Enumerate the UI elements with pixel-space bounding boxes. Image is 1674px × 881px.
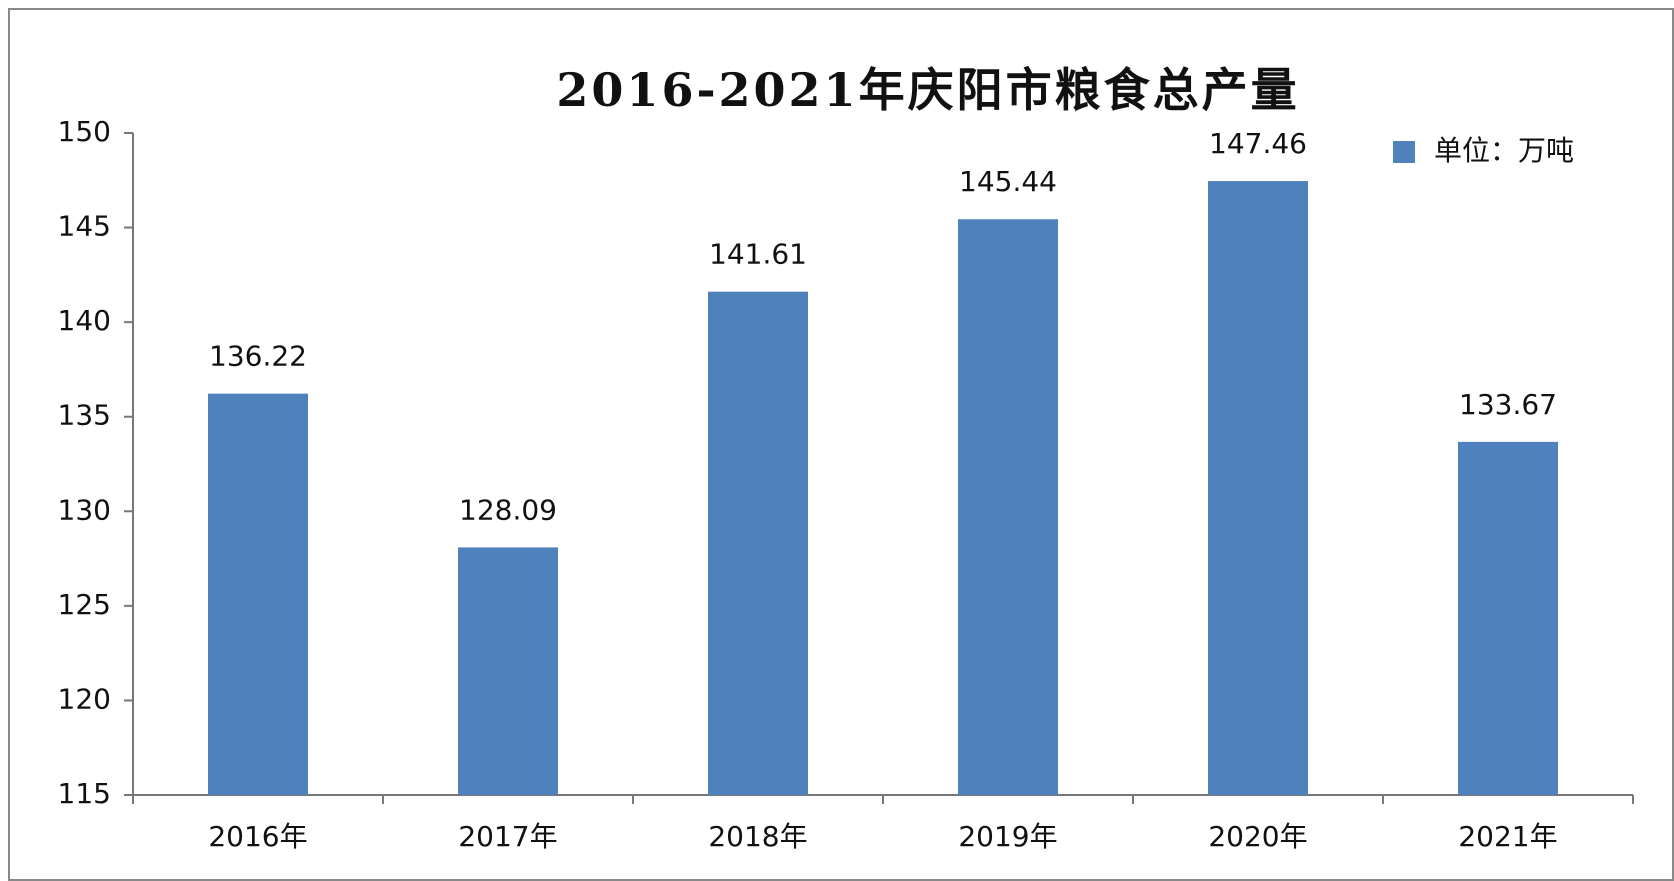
bar bbox=[1208, 181, 1308, 795]
y-tick-label: 130 bbox=[58, 493, 111, 526]
legend-label: 单位：万吨 bbox=[1434, 134, 1574, 167]
chart-title: 2016-2021年庆阳市粮食总产量 bbox=[556, 63, 1299, 117]
legend-swatch bbox=[1393, 141, 1415, 163]
bar bbox=[1458, 441, 1558, 795]
x-tick-label: 2021年 bbox=[1458, 820, 1557, 853]
x-tick-label: 2020年 bbox=[1208, 820, 1307, 853]
x-tick-label: 2018年 bbox=[708, 820, 807, 853]
y-tick-label: 120 bbox=[58, 682, 111, 715]
data-label: 128.09 bbox=[459, 493, 557, 526]
y-tick-label: 115 bbox=[58, 777, 111, 810]
data-label: 147.46 bbox=[1209, 127, 1307, 160]
bar bbox=[458, 547, 558, 795]
bar bbox=[208, 393, 308, 795]
bar bbox=[708, 291, 808, 795]
data-label: 145.44 bbox=[959, 165, 1057, 198]
y-tick-label: 145 bbox=[58, 210, 111, 243]
x-tick-label: 2016年 bbox=[208, 820, 307, 853]
data-label: 136.22 bbox=[209, 340, 307, 373]
data-label: 141.61 bbox=[709, 238, 807, 271]
data-label: 133.67 bbox=[1459, 388, 1557, 421]
bar bbox=[958, 219, 1058, 795]
y-tick-label: 135 bbox=[58, 399, 111, 432]
y-tick-label: 140 bbox=[58, 304, 111, 337]
y-tick-label: 150 bbox=[58, 115, 111, 148]
x-tick-label: 2017年 bbox=[458, 820, 557, 853]
y-tick-label: 125 bbox=[58, 588, 111, 621]
x-tick-label: 2019年 bbox=[958, 820, 1057, 853]
